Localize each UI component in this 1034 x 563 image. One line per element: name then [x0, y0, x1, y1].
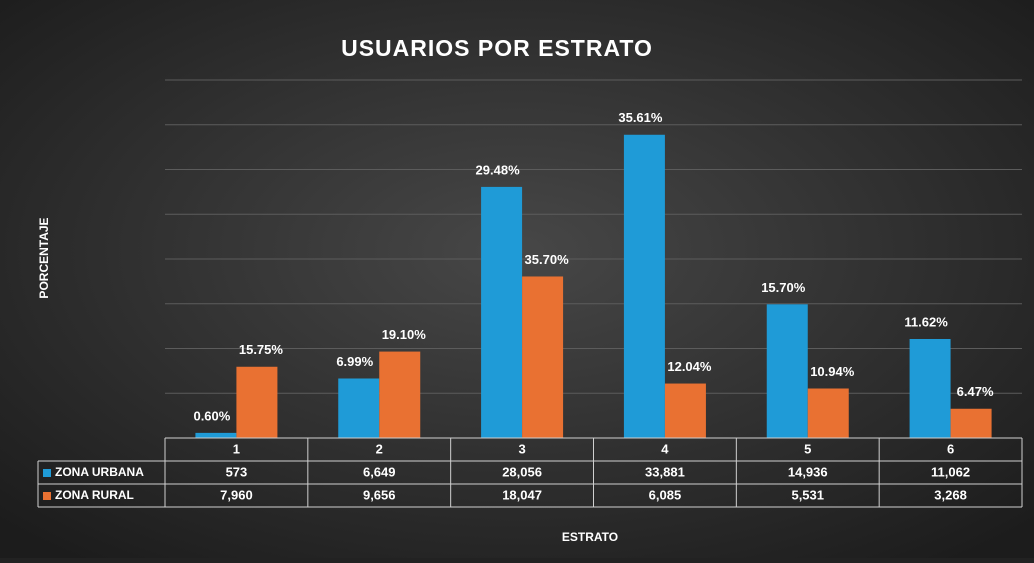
x-tick-label: 4 — [661, 441, 669, 456]
data-label: 11.62% — [904, 314, 948, 329]
table-cell: 573 — [226, 464, 248, 479]
x-tick-label: 5 — [804, 441, 811, 456]
legend-label: ZONA RURAL — [55, 488, 134, 502]
bar — [623, 134, 665, 438]
table-cell: 3,268 — [934, 487, 967, 502]
data-label: 12.04% — [667, 359, 712, 374]
data-label: 6.99% — [336, 354, 373, 369]
data-label: 10.94% — [810, 364, 855, 379]
legend-swatch — [43, 469, 51, 477]
bar — [379, 351, 421, 438]
y-axis-label: PORCENTAJE — [37, 217, 51, 298]
bar — [807, 388, 849, 438]
bar — [236, 366, 278, 438]
bar — [664, 383, 706, 438]
data-label: 35.61% — [618, 110, 663, 125]
table-cell: 11,062 — [931, 464, 970, 479]
data-label: 35.70% — [525, 252, 570, 267]
bar — [481, 186, 523, 438]
table-cell: 7,960 — [220, 487, 253, 502]
bar — [950, 408, 992, 438]
x-tick-label: 2 — [376, 441, 383, 456]
bar — [766, 304, 808, 438]
chart-title: USUARIOS POR ESTRATO — [341, 35, 653, 61]
data-label: 15.70% — [761, 280, 806, 295]
x-axis-label: ESTRATO — [562, 530, 618, 544]
table-cell: 6,649 — [363, 464, 396, 479]
bar — [338, 378, 380, 438]
x-tick-label: 6 — [947, 441, 954, 456]
x-tick-label: 1 — [233, 441, 240, 456]
bar — [522, 276, 564, 438]
data-label: 15.75% — [239, 342, 284, 357]
table-cell: 5,531 — [791, 487, 824, 502]
table-cell: 18,047 — [502, 487, 542, 502]
bar — [909, 338, 951, 438]
legend-label: ZONA URBANA — [55, 465, 144, 479]
data-label: 19.10% — [382, 327, 427, 342]
data-label: 6.47% — [957, 384, 994, 399]
table-cell: 33,881 — [645, 464, 685, 479]
bar — [195, 432, 237, 438]
table-cell: 14,936 — [788, 464, 828, 479]
table-cell: 9,656 — [363, 487, 396, 502]
table-cell: 6,085 — [649, 487, 682, 502]
data-label: 0.60% — [193, 408, 230, 423]
table-cell: 28,056 — [502, 464, 542, 479]
x-tick-label: 3 — [518, 441, 525, 456]
legend-swatch — [43, 492, 51, 500]
data-label: 29.48% — [476, 162, 521, 177]
